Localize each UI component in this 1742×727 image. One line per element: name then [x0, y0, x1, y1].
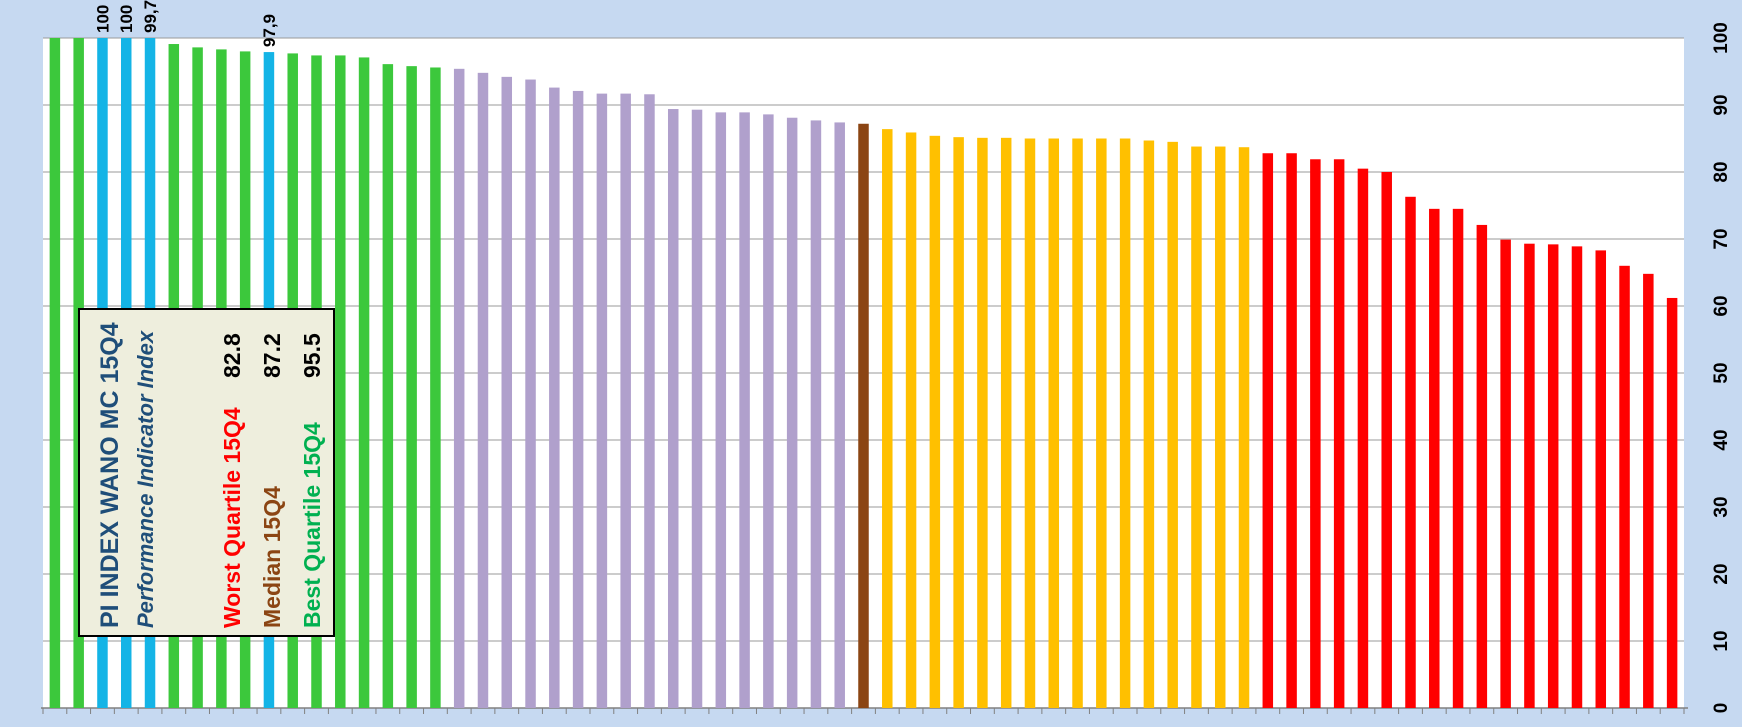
- legend-best-value: 95.5: [299, 333, 325, 378]
- bar: [1000, 137, 1012, 708]
- data-label: 100: [117, 5, 136, 33]
- value-axis-tick-label: 60: [1711, 295, 1732, 316]
- bar: [549, 87, 560, 708]
- bar: [834, 122, 845, 709]
- bar: [501, 76, 513, 709]
- bar: [1405, 196, 1416, 709]
- data-labels: 100 100 99,7 97,9: [93, 0, 278, 47]
- bar: [1048, 138, 1060, 708]
- value-axis-tick-label: 0: [1711, 703, 1732, 714]
- value-axis-tick-label: 100: [1711, 22, 1732, 54]
- bar: [477, 72, 489, 709]
- data-label: 99,7: [141, 0, 160, 33]
- legend-best-label: Best Quartile 15Q4: [299, 422, 325, 628]
- bar: [1643, 273, 1654, 708]
- value-axis-tick-label: 50: [1711, 362, 1732, 383]
- legend-frame: [78, 308, 335, 637]
- bar: [1238, 147, 1250, 708]
- value-axis-tick-label: 80: [1711, 161, 1732, 182]
- value-axis-tick-label: 10: [1711, 630, 1732, 651]
- bar: [1619, 265, 1630, 708]
- bar: [763, 114, 774, 708]
- bar: [1547, 244, 1559, 709]
- bar: [715, 112, 727, 709]
- bar: [1500, 239, 1511, 709]
- bar: [739, 112, 750, 709]
- bar: [1096, 138, 1107, 708]
- data-label: 100: [93, 5, 112, 33]
- bar: [1452, 208, 1464, 708]
- x-axis-ticks: [42, 708, 1685, 714]
- bar: [1381, 172, 1392, 708]
- bar: [620, 93, 631, 709]
- bar: [1286, 153, 1297, 709]
- bar: [572, 90, 584, 709]
- bar: [1429, 208, 1440, 708]
- bar: [953, 137, 964, 708]
- bar: [1357, 168, 1369, 708]
- bar: [977, 137, 988, 708]
- bar: [691, 109, 703, 708]
- bar: [786, 117, 798, 709]
- bar: [929, 135, 941, 708]
- value-axis-tick-label: 90: [1711, 94, 1732, 115]
- bar: [1024, 138, 1036, 708]
- bar: [406, 66, 417, 708]
- bar: [335, 55, 346, 709]
- legend-subtitle: Performance Indicator Index: [133, 330, 158, 628]
- bar: [1595, 250, 1607, 708]
- bar: [1333, 159, 1345, 708]
- data-label: 97,9: [260, 14, 279, 47]
- bar: [453, 68, 465, 708]
- legend-median-value: 87.2: [259, 333, 285, 378]
- legend-title: PI INDEX WANO MC 15Q4: [96, 322, 124, 628]
- bar: [1476, 224, 1488, 708]
- value-axis-labels: 0 10 20 30 40 50 60 70 80 90 100: [1711, 22, 1732, 713]
- bar: [1524, 243, 1535, 708]
- bar: [49, 38, 61, 708]
- bar: [1191, 146, 1202, 709]
- bar: [905, 132, 917, 709]
- bar: [667, 109, 679, 708]
- bar: [358, 57, 370, 709]
- bar: [882, 129, 893, 708]
- bar: [1214, 146, 1226, 709]
- bar: [430, 67, 441, 709]
- bar: [1262, 153, 1274, 709]
- legend-worst-label: Worst Quartile 15Q4: [219, 407, 245, 628]
- bar: [1571, 246, 1583, 708]
- bar: [644, 94, 655, 708]
- bar: [1167, 141, 1178, 709]
- legend-box: PI INDEX WANO MC 15Q4 Performance Indica…: [78, 308, 335, 637]
- bar: [596, 93, 608, 709]
- bar: [525, 79, 536, 709]
- bar: [1310, 159, 1321, 708]
- bar: [1119, 138, 1131, 708]
- bar: [858, 123, 869, 708]
- legend-median-label: Median 15Q4: [259, 486, 285, 628]
- bar: [810, 120, 822, 708]
- value-axis-tick-label: 20: [1711, 563, 1732, 584]
- bar: [1072, 138, 1083, 708]
- value-axis-tick-label: 30: [1711, 496, 1732, 517]
- value-axis-tick-label: 70: [1711, 228, 1732, 249]
- value-axis-tick-label: 40: [1711, 429, 1732, 450]
- bar: [382, 64, 394, 708]
- bar: [1666, 297, 1678, 708]
- legend-worst-value: 82.8: [219, 333, 245, 378]
- bar: [1143, 140, 1155, 708]
